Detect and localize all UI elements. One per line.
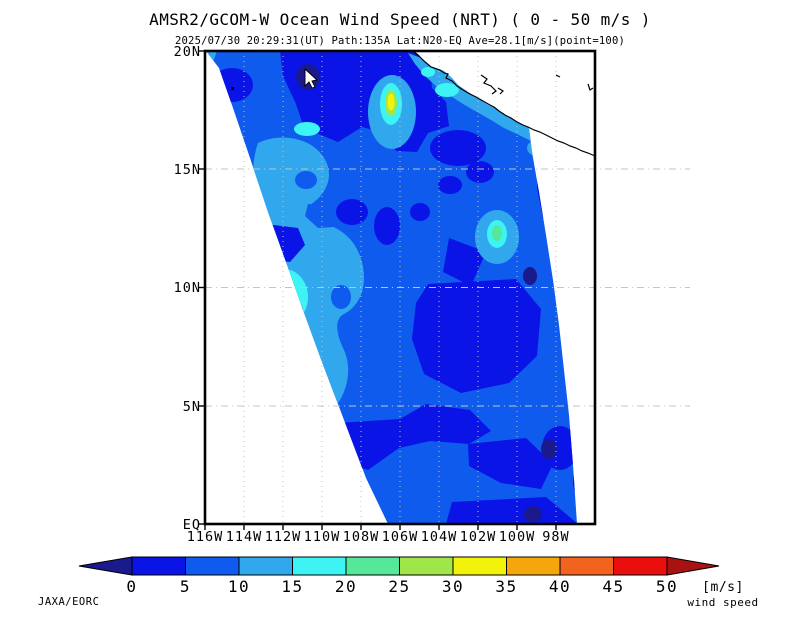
lat-label: 10N <box>174 280 201 296</box>
colorbar-tick: 10 <box>228 577 250 596</box>
patch <box>435 83 459 97</box>
patch <box>523 267 537 285</box>
colorbar-segment <box>345 556 400 576</box>
patch <box>260 269 308 325</box>
lat-label: EQ <box>183 517 201 533</box>
colorbar-over-arrow <box>666 556 720 576</box>
patch <box>254 206 264 220</box>
patch <box>211 68 253 102</box>
patch <box>466 161 494 183</box>
patch <box>430 130 486 166</box>
colorbar-tick: 40 <box>549 577 571 596</box>
patch <box>331 285 351 309</box>
colorbar-tick: 15 <box>281 577 303 596</box>
patch <box>468 438 553 489</box>
patch <box>438 176 462 194</box>
lat-label: 20N <box>174 44 201 60</box>
lake-marks <box>555 74 561 78</box>
patch <box>542 426 577 470</box>
gridlines <box>205 51 690 524</box>
map-plot: 20N 15N 10N 5N EQ 116W 114W 112W 110W 10… <box>174 44 690 545</box>
colorbar-segment <box>613 556 668 576</box>
colorbar-segments <box>131 556 668 576</box>
patch <box>285 338 309 366</box>
patch <box>537 156 577 238</box>
mexico-coast <box>412 50 596 157</box>
patch <box>374 207 400 245</box>
cyclone-core <box>267 296 277 306</box>
lake-marks <box>497 87 504 95</box>
lat-label: 5N <box>183 399 201 415</box>
patch <box>262 245 274 259</box>
colorbar-under-arrow <box>78 556 133 576</box>
patch <box>541 439 557 459</box>
lake-marks <box>480 74 497 95</box>
lon-label: 114W <box>226 529 263 545</box>
lon-label: 110W <box>304 529 341 545</box>
lon-label: 98W <box>542 529 569 545</box>
patch <box>421 67 435 77</box>
colorbar-segment <box>238 556 293 576</box>
figure-subtitle: 2025/07/30 20:29:31(UT) Path:135A Lat:N2… <box>175 35 625 47</box>
colorbar-tick: 0 <box>126 577 137 596</box>
patch <box>527 139 553 157</box>
lat-label: 15N <box>174 162 201 178</box>
lon-label: 102W <box>460 529 497 545</box>
lake-marks <box>587 83 594 91</box>
colorbar-unit: [m/s] <box>702 580 744 595</box>
patch <box>560 247 577 297</box>
patch <box>492 225 502 241</box>
lon-axis-labels: 116W 114W 112W 110W 108W 106W 104W 102W … <box>187 529 569 545</box>
wind-patches-10-15 <box>206 51 600 419</box>
figure-title: AMSR2/GCOM-W Ocean Wind Speed (NRT) ( 0 … <box>149 10 651 29</box>
patch <box>268 279 288 303</box>
patch <box>408 53 531 141</box>
cyclone-core <box>387 93 395 111</box>
colorbar-tick: 25 <box>388 577 410 596</box>
lon-label: 106W <box>382 529 419 545</box>
patch <box>245 257 285 279</box>
colorbar-name: wind speed <box>687 596 758 609</box>
patch <box>495 93 515 107</box>
patch <box>322 404 491 470</box>
colorbar: 0 5 10 15 20 25 30 35 40 45 50 [m/s] win… <box>78 556 758 609</box>
colorbar-segment <box>131 556 186 576</box>
colorbar-tick-labels: 0 5 10 15 20 25 30 35 40 45 50 <box>126 577 678 596</box>
calm-spots <box>296 64 557 522</box>
colorbar-segment <box>185 556 240 576</box>
colorbar-tick: 30 <box>442 577 464 596</box>
patch <box>336 199 368 225</box>
island-dot <box>231 87 234 90</box>
lon-label: 116W <box>187 529 224 545</box>
colorbar-tick: 35 <box>495 577 517 596</box>
colorbar-tick: 20 <box>335 577 357 596</box>
patch <box>446 497 577 524</box>
colorbar-tick: 5 <box>180 577 191 596</box>
lon-label: 112W <box>265 529 302 545</box>
patch <box>295 171 317 189</box>
patch <box>582 95 600 135</box>
colorbar-tick: 45 <box>602 577 624 596</box>
lon-label: 108W <box>343 529 380 545</box>
axis-ticks <box>199 50 557 530</box>
patch <box>443 238 486 286</box>
patch <box>294 122 320 136</box>
cyclone-eye-hole <box>287 302 303 320</box>
colorbar-segment <box>399 556 454 576</box>
lon-label: 100W <box>499 529 536 545</box>
patch <box>412 279 541 393</box>
colorbar-tick: 50 <box>656 577 678 596</box>
lat-axis-labels: 20N 15N 10N 5N EQ <box>174 44 201 533</box>
colorbar-segment <box>292 556 347 576</box>
lon-label: 104W <box>421 529 458 545</box>
patch <box>410 203 430 221</box>
mouse-cursor-icon <box>304 67 318 89</box>
colorbar-segment <box>452 556 507 576</box>
colorbar-segment <box>506 556 561 576</box>
colorbar-segment <box>559 556 614 576</box>
credit-label: JAXA/EORC <box>38 596 99 608</box>
patch <box>524 506 542 522</box>
